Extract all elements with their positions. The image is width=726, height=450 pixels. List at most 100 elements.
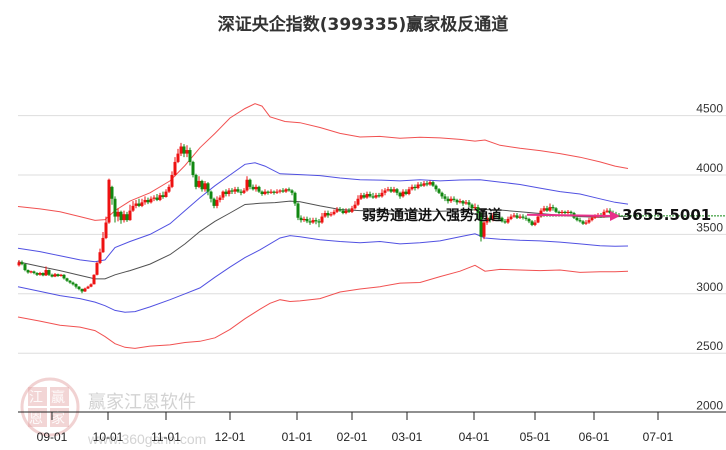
last-value-label: 3655.5001 (622, 206, 711, 224)
candle-down (110, 186, 114, 199)
candle-down (398, 192, 402, 197)
x-tick-label: 11-01 (151, 430, 181, 444)
watermark-brand: 赢家江恩软件 (88, 391, 196, 413)
candle-up (131, 205, 135, 211)
candle-up (428, 182, 432, 185)
watermark-logo-char: 恩 (29, 411, 43, 427)
candle-up (536, 216, 540, 223)
watermark-logo-cell (28, 408, 47, 427)
candle-up (587, 220, 591, 223)
candle-down (212, 198, 216, 206)
candle-up (83, 288, 87, 292)
candle-up (605, 210, 609, 212)
candle-down (71, 282, 75, 285)
candle-down (575, 217, 579, 221)
candle-up (122, 214, 126, 221)
band-outer-lower (17, 264, 629, 349)
candle-up (509, 216, 513, 219)
candle-up (344, 210, 348, 214)
y-axis: 2000 2500 3000 3500 4000 4500 (696, 102, 723, 413)
candle-up (101, 237, 105, 253)
candle-down (347, 210, 351, 212)
x-tick-label: 01-01 (282, 430, 313, 444)
x-tick-label: 02-01 (337, 430, 368, 444)
candle-up (350, 208, 354, 212)
candle-up (140, 202, 144, 206)
candle-down (182, 146, 186, 154)
candle-down (470, 204, 474, 209)
candle-down (113, 198, 117, 217)
x-tick-label: 04-01 (459, 430, 490, 444)
candle-up (44, 270, 48, 276)
candle-down (281, 190, 285, 192)
candle-up (233, 189, 237, 192)
candle-up (185, 150, 189, 154)
candlesticks (17, 142, 621, 294)
candle-down (434, 185, 438, 190)
x-tick-label: 06-01 (579, 430, 610, 444)
candle-up (167, 186, 171, 192)
watermark-logo-icon (20, 377, 80, 437)
y-tick-label: 3000 (696, 280, 723, 294)
candle-down (368, 194, 372, 197)
candle-down (446, 198, 450, 202)
trend-arrow-line (526, 213, 615, 217)
y-tick-label: 2000 (696, 399, 723, 413)
candle-down (452, 198, 456, 200)
candle-down (230, 190, 234, 192)
candle-up (242, 190, 246, 193)
candle-down (299, 217, 303, 221)
candle-down (314, 220, 318, 222)
candle-down (569, 211, 573, 214)
channel-bands (17, 103, 629, 349)
candle-down (443, 196, 447, 199)
candle-up (218, 197, 222, 200)
candle-down (305, 218, 309, 222)
candle-up (152, 197, 156, 199)
candle-up (458, 201, 462, 203)
candle-up (38, 273, 42, 275)
candle-down (161, 195, 165, 197)
candle-down (440, 192, 444, 197)
candle-down (551, 207, 555, 209)
candle-down (47, 270, 51, 275)
candle-down (155, 197, 159, 200)
candle-down (248, 179, 252, 187)
candle-down (488, 217, 492, 221)
candle-up (356, 198, 360, 205)
candle-down (272, 191, 276, 193)
candle-up (275, 191, 279, 193)
candle-down (524, 217, 528, 219)
candle-down (326, 213, 330, 216)
candle-up (512, 215, 516, 217)
candle-down (191, 161, 195, 175)
band-inner-upper (17, 162, 629, 263)
candle-down (431, 182, 435, 186)
candle-down (257, 186, 261, 192)
candle-down (503, 221, 507, 223)
candle-down (521, 216, 525, 218)
annotation-overlay: 弱势通道进入强势通道 3655.5001 (362, 206, 726, 224)
candle-down (62, 274, 66, 279)
candle-up (215, 199, 219, 206)
candle-down (563, 211, 567, 214)
candle-down (371, 196, 375, 198)
candle-up (593, 216, 597, 218)
y-tick-label: 4500 (696, 102, 723, 116)
candle-up (98, 252, 102, 263)
annotation-text: 弱势通道进入强势通道 (362, 207, 502, 224)
candle-down (239, 191, 243, 193)
candle-down (26, 270, 30, 273)
candle-up (539, 210, 543, 217)
candle-up (584, 222, 588, 224)
candle-down (35, 273, 39, 275)
candle-up (254, 186, 258, 190)
candle-down (125, 214, 129, 221)
candle-down (50, 274, 54, 277)
candle-down (236, 189, 240, 192)
candle-up (410, 186, 414, 190)
candle-up (407, 189, 411, 195)
band-inner-lower (17, 233, 629, 313)
candle-up (245, 179, 249, 191)
candle-down (146, 199, 150, 203)
